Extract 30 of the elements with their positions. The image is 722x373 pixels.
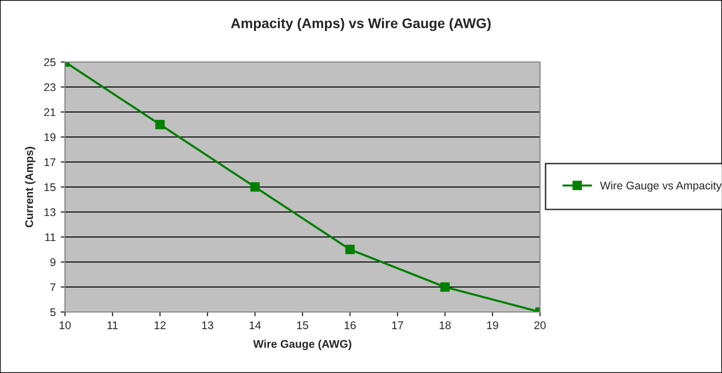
y-tick-label: 23 [44, 83, 56, 92]
chart-title: Ampacity (Amps) vs Wire Gauge (AWG) [230, 18, 491, 32]
y-tick-label: 7 [50, 283, 56, 292]
y-tick-label: 13 [44, 208, 56, 216]
y-tick-label: 11 [45, 233, 56, 242]
x-axis-title: Wire Gauge (AWG) [253, 340, 352, 350]
point [155, 120, 165, 130]
x-tick-label: 11 [108, 321, 118, 330]
x-tick-label: 15 [297, 321, 308, 330]
point [250, 182, 260, 192]
y-tick-label: 15 [44, 183, 56, 192]
y-tick-label: 17 [44, 158, 56, 166]
line-series [65, 62, 540, 312]
x-tick-label: 12 [154, 321, 166, 330]
y-tick-label: 25 [44, 58, 56, 66]
x-tick-label: 14 [250, 321, 261, 330]
y-tick-label: 5 [50, 308, 56, 316]
legend-label: Wire Gauge vs Ampacity [600, 181, 722, 192]
x-tick-label: 10 [60, 321, 71, 330]
x-tick-label: 13 [202, 321, 214, 330]
point [345, 244, 355, 254]
x-tick-label: 20 [534, 321, 546, 330]
x-tick-label: 18 [440, 321, 451, 330]
y-axis-title: Current (Amps) [24, 146, 36, 228]
x-tick-label: 16 [344, 321, 356, 330]
x-tick-label: 17 [392, 321, 404, 330]
y-tick-label: 21 [44, 108, 56, 116]
x-tick-label: 19 [487, 321, 498, 330]
y-tick-label: 19 [44, 133, 56, 142]
y-tick-label: 9 [50, 258, 56, 266]
